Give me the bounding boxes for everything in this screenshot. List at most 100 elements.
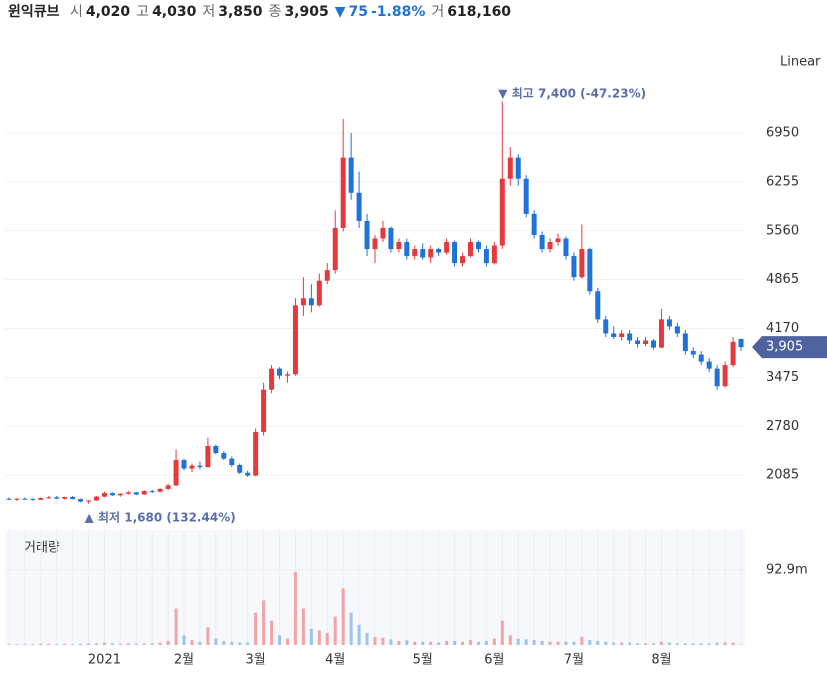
volume-label: 거 <box>431 4 445 20</box>
volume-bar <box>580 636 584 645</box>
price-tag-label: 3,905 <box>766 340 803 355</box>
high_note-part: 7,400 <box>538 86 576 100</box>
volume-bar <box>95 643 99 645</box>
volume-bar <box>405 640 409 645</box>
candle-body <box>571 256 577 278</box>
candle-body <box>603 319 609 334</box>
volume-bar <box>118 643 122 645</box>
candle-body <box>555 238 561 243</box>
candle-body <box>94 496 100 501</box>
volume-title: 거래량 <box>24 541 60 556</box>
candle-body <box>133 492 139 495</box>
candle-body <box>324 270 330 281</box>
volume-bar <box>31 644 35 645</box>
volume-bar <box>628 642 632 645</box>
stock-name: 윈익큐브 <box>8 4 60 20</box>
x-tick-label: 2021 <box>88 653 121 668</box>
candle-body <box>635 340 641 345</box>
volume-bar <box>87 643 91 645</box>
volume-bar <box>651 643 655 645</box>
candle-body <box>340 157 346 228</box>
high_note-part: ▼ <box>498 86 511 100</box>
volume-bar <box>166 640 170 645</box>
volume-bar <box>238 642 242 645</box>
change-pct: -1.88% <box>371 4 426 20</box>
field-value: 4,020 <box>85 4 131 20</box>
candle-body <box>284 374 290 376</box>
candle-body <box>619 333 625 337</box>
volume-bar <box>492 638 496 645</box>
x-tick-label: 3월 <box>246 653 266 668</box>
volume-bar <box>293 572 297 645</box>
field-label: 고 <box>136 4 150 20</box>
volume-bar <box>699 643 703 645</box>
candle-body <box>444 242 450 253</box>
volume-bar <box>445 640 449 645</box>
volume-bar <box>516 638 520 645</box>
candle-body <box>515 157 521 179</box>
candle-body <box>523 178 529 214</box>
volume-bar <box>715 642 719 645</box>
y-tick-label: 4170 <box>766 321 799 336</box>
volume-bar <box>659 641 663 645</box>
field-label: 저 <box>202 4 216 20</box>
volume-bar <box>349 612 353 645</box>
candle-body <box>579 249 585 278</box>
volume-bar <box>262 600 266 645</box>
candle-body <box>86 500 92 502</box>
candle-body <box>181 460 187 469</box>
candle-body <box>658 319 664 348</box>
candle-body <box>229 458 235 465</box>
candle-body <box>674 326 680 334</box>
candle-body <box>253 431 259 476</box>
field-value: 3,905 <box>284 4 329 20</box>
candle-body <box>690 351 696 355</box>
candle-body <box>420 249 426 258</box>
volume-bar <box>468 640 472 645</box>
candle-body <box>38 498 44 500</box>
volume-bar <box>381 637 385 645</box>
volume-bar <box>723 642 727 645</box>
volume-bar <box>620 642 624 645</box>
volume-bar <box>588 640 592 645</box>
candle-body <box>587 249 593 292</box>
high_note: ▼ 최고 7,400 (-47.23%) <box>498 85 646 100</box>
y-tick-label: 6950 <box>766 125 799 140</box>
candle-body <box>332 227 338 271</box>
down-arrow: ▼ <box>334 4 346 20</box>
candle-body <box>356 192 362 221</box>
volume-bar <box>309 628 313 645</box>
volume-bar <box>71 644 75 645</box>
candle-body <box>412 249 418 257</box>
change: 75 <box>348 4 368 20</box>
candle-body <box>165 485 171 489</box>
volume-bar <box>23 644 27 645</box>
volume-bar <box>198 641 202 645</box>
x-tick-label: 5월 <box>413 653 433 668</box>
volume-bar <box>134 643 138 645</box>
candle-body <box>730 341 736 366</box>
candle-body <box>706 361 712 369</box>
candle-body <box>499 178 505 246</box>
volume-bar <box>612 642 616 645</box>
volume-bar <box>429 641 433 645</box>
volume-bar <box>508 635 512 645</box>
candle-body <box>388 227 394 250</box>
y-tick-label: 6255 <box>766 174 799 189</box>
candle-body <box>189 465 195 469</box>
candle-body <box>125 492 131 494</box>
volume-bar <box>413 641 417 645</box>
volume-bar <box>357 624 361 645</box>
candle-body <box>117 493 123 496</box>
candle-body <box>563 238 569 257</box>
volume-bar <box>484 640 488 645</box>
volume-bar <box>604 641 608 645</box>
volume-bar <box>683 643 687 645</box>
volume-bar <box>317 630 321 645</box>
volume-bar <box>110 643 114 645</box>
candle-body <box>547 242 553 250</box>
volume-bar <box>476 641 480 645</box>
candle-body <box>380 227 386 239</box>
x-tick-label: 6월 <box>484 653 504 668</box>
candle-body <box>261 389 267 432</box>
